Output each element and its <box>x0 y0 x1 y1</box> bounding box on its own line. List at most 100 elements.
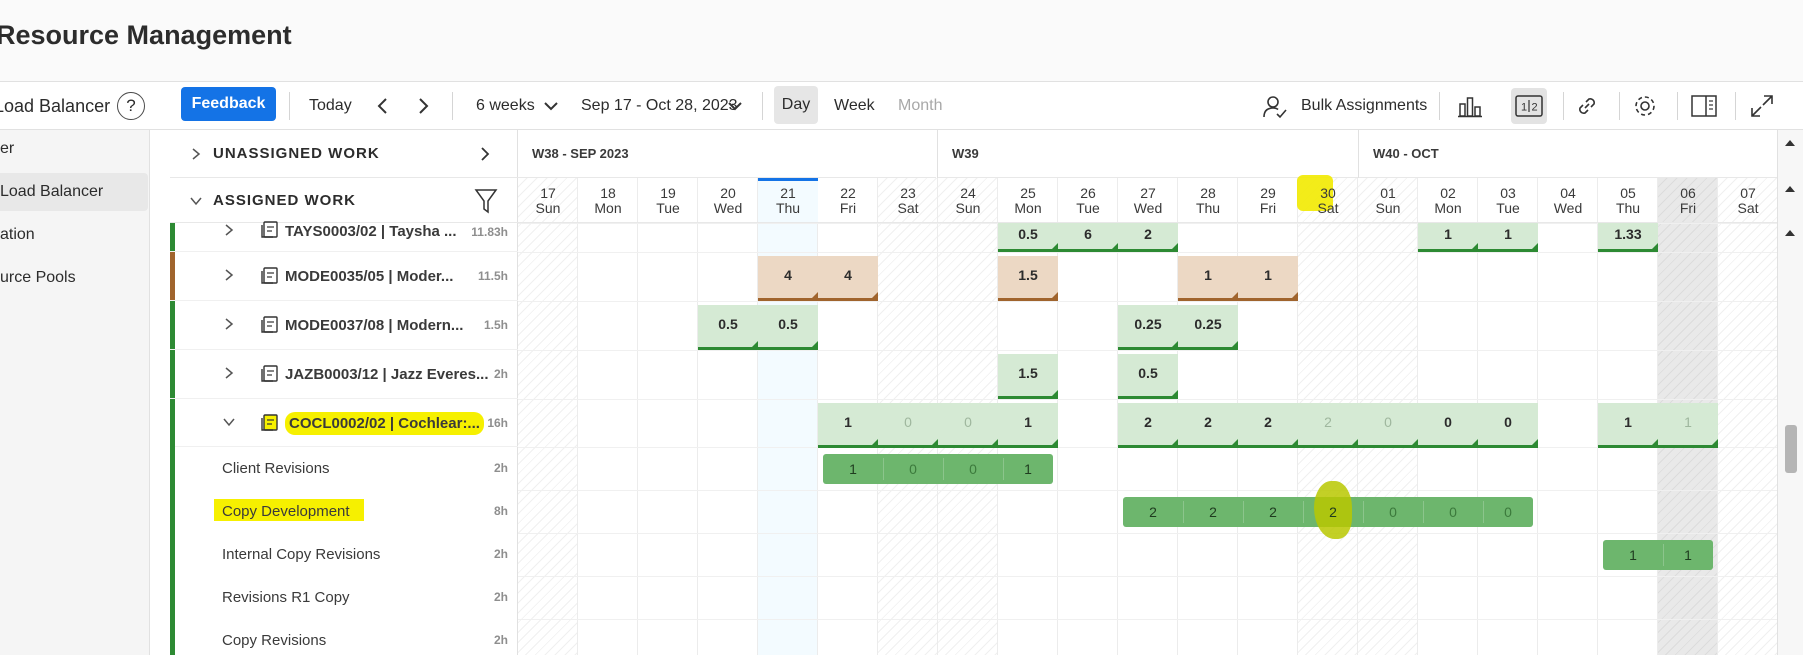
bulk-assignments-button[interactable]: Bulk Assignments <box>1301 97 1428 114</box>
feedback-button[interactable]: Feedback <box>181 87 276 121</box>
project-row[interactable]: MODE0035/05 | Moder... 11.5h <box>170 252 518 301</box>
task-cell[interactable]: 1 <box>1024 461 1032 477</box>
task-row[interactable]: Internal Copy Revisions 2h <box>170 533 518 576</box>
chevron-down-icon[interactable] <box>541 96 561 116</box>
allocation-cell[interactable]: 1 <box>818 403 878 448</box>
expand-icon[interactable] <box>1744 88 1780 124</box>
allocation-cell[interactable]: 4 <box>818 256 878 301</box>
chevron-right-icon[interactable] <box>222 268 236 282</box>
allocation-cell[interactable]: 1.5 <box>998 256 1058 301</box>
day-header[interactable]: 30 Sat <box>1297 175 1358 223</box>
scroll-up-icon[interactable] <box>1785 186 1795 192</box>
task-row[interactable]: Client Revisions 2h <box>170 447 518 490</box>
view-day-button[interactable]: Day <box>774 86 818 124</box>
day-header[interactable]: 03 Tue <box>1478 178 1538 223</box>
link-icon[interactable] <box>1569 88 1605 124</box>
allocation-cell[interactable]: 2 <box>1118 403 1178 448</box>
task-cell[interactable]: 2 <box>1269 504 1277 520</box>
allocation-cell[interactable]: 1 <box>1178 256 1238 301</box>
project-row-expanded[interactable]: COCL0002/02 | Cochlear:... 16h <box>170 399 518 655</box>
day-header[interactable]: 20 Wed <box>698 178 758 223</box>
day-header[interactable]: 02 Mon <box>1418 178 1478 223</box>
sidebar-item-planner[interactable]: er <box>0 140 15 157</box>
day-header[interactable]: 04 Wed <box>1538 178 1598 223</box>
task-bar[interactable] <box>823 454 1053 484</box>
allocation-cell[interactable]: 0 <box>1418 403 1478 448</box>
task-cell[interactable]: 2 <box>1209 504 1217 520</box>
chevron-down-icon[interactable] <box>190 195 202 207</box>
view-month-button[interactable]: Month <box>898 97 943 114</box>
help-button[interactable]: ? <box>117 92 145 120</box>
project-row[interactable]: MODE0037/08 | Modern... 1.5h <box>170 301 518 350</box>
unassigned-work-header[interactable]: UNASSIGNED WORK <box>170 130 518 178</box>
scroll-thumb[interactable] <box>1785 425 1797 473</box>
allocation-cell[interactable]: 0.5 <box>698 305 758 350</box>
allocation-cell[interactable]: 0.25 <box>1178 305 1238 350</box>
allocation-cell[interactable]: 1 <box>1658 403 1718 448</box>
allocation-cell[interactable]: 0.5 <box>758 305 818 350</box>
assigned-work-header[interactable]: ASSIGNED WORK <box>170 178 518 223</box>
chevron-right-icon[interactable] <box>222 223 236 237</box>
allocation-cell[interactable]: 6 <box>1058 223 1118 252</box>
day-header[interactable]: 29 Fri <box>1238 178 1298 223</box>
allocation-cell[interactable]: 4 <box>758 256 818 301</box>
sidebar-item-resource-pools[interactable]: urce Pools <box>0 269 76 286</box>
chevron-right-icon[interactable] <box>477 146 493 162</box>
task-cell[interactable]: 1 <box>1629 547 1637 563</box>
task-cell[interactable]: 0 <box>1504 504 1512 520</box>
day-header[interactable]: 19 Tue <box>638 178 698 223</box>
allocation-cell[interactable]: 1 <box>1418 223 1478 252</box>
task-cell[interactable]: 0 <box>909 461 917 477</box>
day-header[interactable]: 22 Fri <box>818 178 878 223</box>
allocation-cell[interactable]: 1 <box>1238 256 1298 301</box>
view-week-button[interactable]: Week <box>834 97 875 114</box>
panel-toggle-icon[interactable] <box>1686 88 1722 124</box>
task-cell[interactable]: 0 <box>969 461 977 477</box>
scrollbar[interactable] <box>1777 130 1803 655</box>
chevron-left-icon[interactable] <box>373 96 393 116</box>
day-header[interactable]: 01 Sun <box>1358 178 1418 223</box>
day-header[interactable]: 07 Sat <box>1718 178 1777 223</box>
allocation-cell[interactable]: 0 <box>1478 403 1538 448</box>
user-check-icon[interactable] <box>1262 94 1288 120</box>
task-cell[interactable]: 2 <box>1149 504 1157 520</box>
task-cell[interactable]: 0 <box>1449 504 1457 520</box>
day-header[interactable]: 27 Wed <box>1118 178 1178 223</box>
day-header[interactable]: 25 Mon <box>998 178 1058 223</box>
allocation-cell[interactable]: 0 <box>878 403 938 448</box>
chevron-right-icon[interactable] <box>222 366 236 380</box>
day-header[interactable]: 05 Thu <box>1598 178 1658 223</box>
scroll-up-icon[interactable] <box>1785 230 1795 236</box>
day-header[interactable]: 26 Tue <box>1058 178 1118 223</box>
day-header[interactable]: 28 Thu <box>1178 178 1238 223</box>
sidebar-item-allocation[interactable]: ation <box>0 226 35 243</box>
task-row[interactable]: Copy Development 8h <box>170 490 518 533</box>
allocation-cell[interactable]: 0 <box>938 403 998 448</box>
range-select[interactable]: 6 weeks <box>476 97 535 114</box>
allocation-cell[interactable]: 1 <box>1598 403 1658 448</box>
allocation-cell[interactable]: 2 <box>1238 403 1298 448</box>
today-button[interactable]: Today <box>309 97 352 114</box>
task-cell[interactable]: 1 <box>1684 547 1692 563</box>
day-header[interactable]: 24 Sun <box>938 178 998 223</box>
task-row[interactable]: Revisions R1 Copy 2h <box>170 576 518 619</box>
project-row[interactable]: JAZB0003/12 | Jazz Everes... 2h <box>170 350 518 399</box>
allocation-cell[interactable]: 2 <box>1178 403 1238 448</box>
allocation-cell[interactable]: 2 <box>1118 223 1178 252</box>
chevron-right-icon[interactable] <box>190 148 202 160</box>
project-row[interactable]: TAYS0003/02 | Taysha ... 11.83h <box>170 221 518 252</box>
day-header[interactable]: 06 Fri <box>1658 178 1718 223</box>
day-header[interactable]: 21 Thu <box>758 178 818 223</box>
task-row[interactable]: Copy Revisions 2h <box>170 619 518 655</box>
chevron-down-icon[interactable] <box>222 415 236 429</box>
filter-icon[interactable] <box>474 188 498 214</box>
chevron-right-icon[interactable] <box>222 317 236 331</box>
allocation-cell[interactable]: 0.5 <box>1118 354 1178 399</box>
sidebar-item-load-balancer[interactable]: Load Balancer <box>0 173 148 211</box>
chevron-down-icon[interactable] <box>725 96 745 116</box>
task-bar[interactable] <box>1603 540 1713 570</box>
day-header[interactable]: 17 Sun <box>518 178 578 223</box>
allocation-cell[interactable]: 0 <box>1358 403 1418 448</box>
gear-icon[interactable] <box>1627 88 1663 124</box>
task-cell[interactable]: 1 <box>849 461 857 477</box>
